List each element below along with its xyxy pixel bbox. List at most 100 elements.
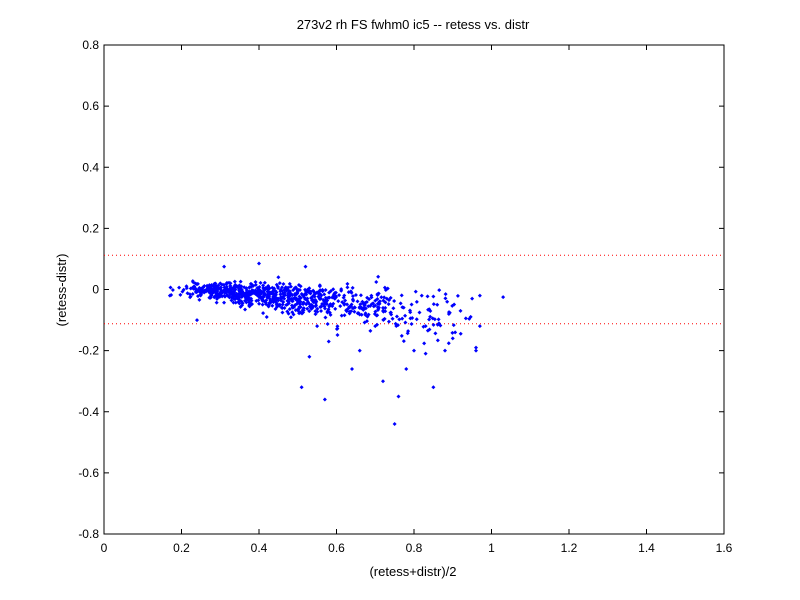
data-point xyxy=(328,289,333,294)
data-point xyxy=(247,285,252,290)
data-point xyxy=(397,317,402,322)
y-axis-label: (retess-distr) xyxy=(54,254,69,327)
data-point xyxy=(287,307,292,312)
data-point xyxy=(401,305,406,310)
data-point xyxy=(452,302,457,307)
data-point xyxy=(388,295,393,300)
data-point xyxy=(218,281,223,286)
data-point xyxy=(383,287,388,292)
data-point xyxy=(322,292,327,297)
data-point xyxy=(262,293,267,298)
data-point xyxy=(363,306,368,311)
data-point xyxy=(239,295,244,300)
data-point xyxy=(445,299,450,304)
x-axis-label: (retess+distr)/2 xyxy=(369,564,456,579)
data-point xyxy=(327,303,332,308)
data-point xyxy=(228,281,233,286)
data-point xyxy=(222,300,227,305)
data-point xyxy=(251,288,256,293)
y-tick-label: 0.6 xyxy=(82,99,99,113)
data-point xyxy=(345,307,350,312)
data-point xyxy=(184,284,189,289)
data-point xyxy=(395,323,400,328)
data-point xyxy=(383,309,388,314)
data-point xyxy=(292,303,297,308)
data-point xyxy=(339,287,344,292)
data-point xyxy=(217,294,222,299)
data-point xyxy=(317,283,322,288)
data-point xyxy=(224,280,229,285)
data-point xyxy=(443,296,448,301)
y-tick-label: 0.4 xyxy=(82,160,99,174)
data-point xyxy=(400,316,405,321)
data-point xyxy=(391,306,396,311)
data-point xyxy=(185,291,190,296)
data-point xyxy=(287,297,292,302)
data-point xyxy=(365,314,370,319)
data-point xyxy=(291,312,296,317)
data-point xyxy=(404,366,409,371)
data-point xyxy=(191,286,196,291)
data-point xyxy=(304,302,309,307)
data-point xyxy=(257,301,262,306)
data-point xyxy=(366,304,371,309)
data-point xyxy=(282,296,287,301)
data-point xyxy=(265,292,270,297)
data-point xyxy=(295,291,300,296)
data-point xyxy=(360,299,365,304)
data-point xyxy=(287,293,292,298)
data-point xyxy=(443,348,447,353)
data-point xyxy=(237,292,242,297)
data-point xyxy=(351,298,356,303)
data-point xyxy=(431,294,436,299)
data-point xyxy=(433,331,438,336)
data-point xyxy=(303,287,308,292)
data-point xyxy=(178,292,183,297)
data-point xyxy=(282,306,287,311)
x-tick-label: 1 xyxy=(488,541,495,555)
data-point xyxy=(326,339,331,344)
data-point xyxy=(246,297,251,302)
data-point xyxy=(435,338,440,343)
data-point xyxy=(501,295,506,300)
data-point xyxy=(286,285,291,290)
data-point xyxy=(386,319,391,324)
data-point xyxy=(319,308,324,313)
y-tick-label: -0.6 xyxy=(78,466,99,480)
data-point xyxy=(276,285,281,290)
data-point xyxy=(305,296,310,301)
data-point xyxy=(253,282,258,287)
x-tick-label: 0.4 xyxy=(251,541,268,555)
data-point xyxy=(315,324,320,329)
data-point xyxy=(451,323,456,328)
data-point xyxy=(288,315,293,320)
data-point xyxy=(335,324,340,329)
data-point xyxy=(279,305,284,310)
data-point xyxy=(263,300,268,305)
data-point xyxy=(319,304,324,309)
data-point xyxy=(468,314,473,319)
data-point xyxy=(281,282,286,287)
data-point xyxy=(399,293,404,298)
data-point xyxy=(248,303,253,308)
x-tick-label: 0.6 xyxy=(328,541,345,555)
data-point xyxy=(212,294,217,299)
data-point xyxy=(267,301,272,306)
data-point xyxy=(248,281,253,286)
data-point xyxy=(313,297,318,302)
y-tick-label: 0 xyxy=(92,283,99,297)
y-tick-label: 0.8 xyxy=(82,38,99,52)
data-point xyxy=(377,299,382,304)
data-point xyxy=(319,293,324,298)
data-point xyxy=(470,296,475,301)
data-point xyxy=(272,286,277,291)
data-point xyxy=(297,287,302,292)
data-point xyxy=(273,306,278,311)
data-point xyxy=(412,348,416,353)
data-point xyxy=(325,321,330,326)
plot-area: 0 0.2 0.4 0.6 0.8 1 1.2 1.4 1.6 -0.8 -0.6 -0.4 -0.2 0… xyxy=(78,38,732,555)
data-point xyxy=(383,300,388,305)
data-point xyxy=(427,327,432,332)
data-point xyxy=(299,311,304,316)
